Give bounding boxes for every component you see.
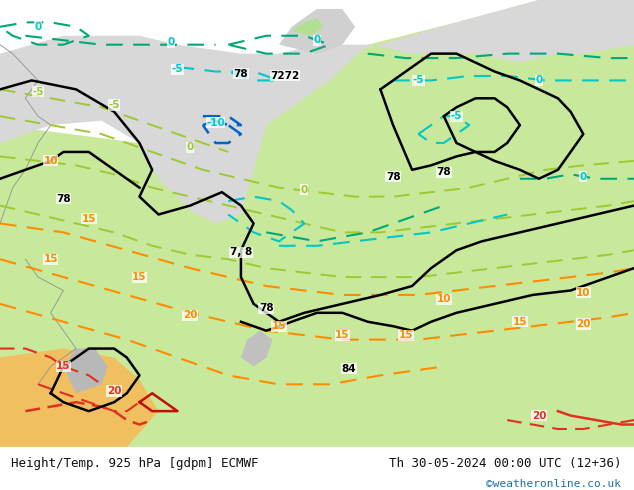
Text: 10: 10 xyxy=(576,288,590,298)
Text: 78: 78 xyxy=(259,303,274,313)
Text: 20: 20 xyxy=(183,310,197,320)
Text: -5: -5 xyxy=(451,111,462,121)
Polygon shape xyxy=(349,0,634,63)
Text: -5: -5 xyxy=(108,100,120,110)
Text: 15: 15 xyxy=(335,330,349,340)
Text: 0: 0 xyxy=(535,75,543,85)
Polygon shape xyxy=(139,45,368,223)
Text: 0: 0 xyxy=(34,22,42,32)
Text: ©weatheronline.co.uk: ©weatheronline.co.uk xyxy=(486,479,621,489)
Text: 0: 0 xyxy=(313,35,321,45)
Polygon shape xyxy=(0,348,158,447)
Text: 20: 20 xyxy=(107,386,121,396)
Text: 15: 15 xyxy=(44,254,58,264)
Polygon shape xyxy=(279,9,355,53)
Text: 0: 0 xyxy=(301,185,308,195)
Text: 20: 20 xyxy=(532,411,546,420)
Polygon shape xyxy=(292,18,323,36)
Text: 15: 15 xyxy=(56,362,70,371)
Polygon shape xyxy=(241,331,273,367)
Text: 84: 84 xyxy=(341,364,356,374)
Text: 15: 15 xyxy=(513,317,527,327)
Text: 15: 15 xyxy=(272,321,286,331)
Text: 20: 20 xyxy=(576,319,590,329)
Text: -5: -5 xyxy=(172,64,183,74)
Text: -10: -10 xyxy=(206,118,225,128)
Text: 7, 8: 7, 8 xyxy=(230,247,252,257)
Text: 15: 15 xyxy=(82,214,96,224)
Polygon shape xyxy=(0,36,279,143)
Text: 78: 78 xyxy=(436,167,451,177)
Text: 10: 10 xyxy=(437,294,451,304)
Text: -5: -5 xyxy=(413,75,424,85)
Text: 0: 0 xyxy=(167,37,175,48)
Text: 15: 15 xyxy=(399,330,413,340)
Text: 0: 0 xyxy=(579,172,587,181)
Text: 10: 10 xyxy=(44,156,58,166)
Text: 15: 15 xyxy=(133,272,146,282)
Text: Th 30-05-2024 00:00 UTC (12+36): Th 30-05-2024 00:00 UTC (12+36) xyxy=(389,457,621,470)
Text: 0: 0 xyxy=(186,143,194,152)
Polygon shape xyxy=(63,348,108,393)
Text: -5: -5 xyxy=(32,87,44,97)
Text: 78: 78 xyxy=(385,172,401,181)
Text: 78: 78 xyxy=(56,194,71,204)
Text: Height/Temp. 925 hPa [gdpm] ECMWF: Height/Temp. 925 hPa [gdpm] ECMWF xyxy=(11,457,259,470)
Polygon shape xyxy=(0,0,634,447)
Text: 78: 78 xyxy=(233,69,249,79)
Polygon shape xyxy=(0,143,51,223)
Text: 7272: 7272 xyxy=(271,71,300,81)
